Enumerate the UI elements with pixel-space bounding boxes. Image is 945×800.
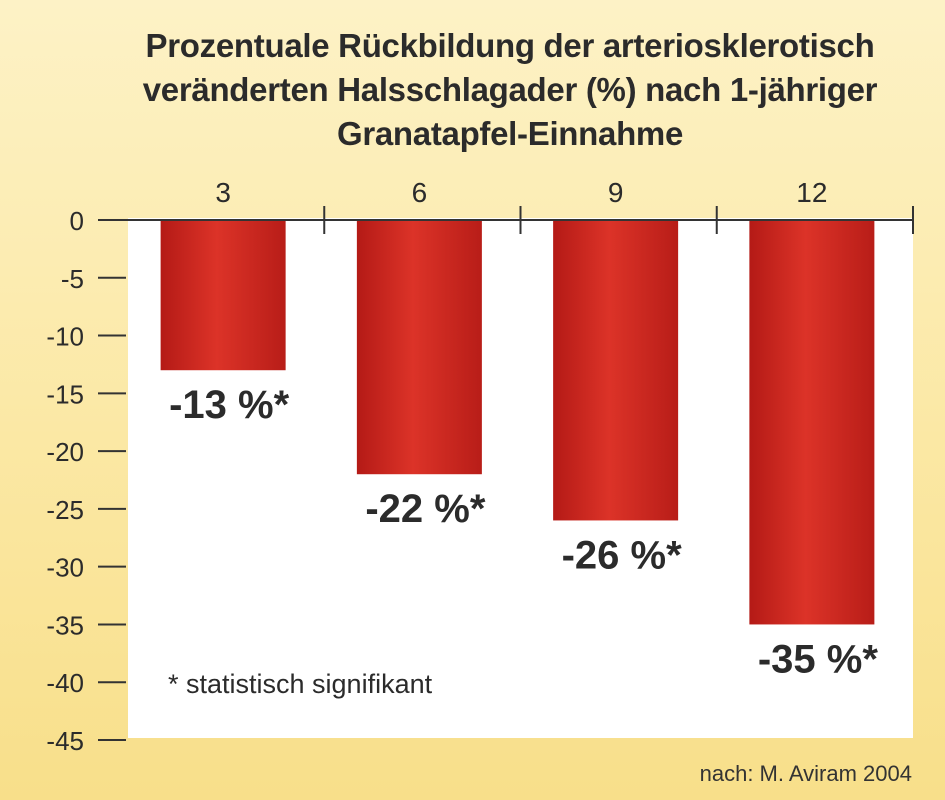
y-tick-label: -15	[46, 379, 84, 409]
y-tick-label: 0	[70, 206, 84, 236]
chart-title-line-3: Granatapfel-Einnahme	[336, 115, 684, 152]
x-category-label: 6	[412, 177, 428, 208]
bar	[356, 221, 482, 475]
bar	[553, 221, 679, 521]
source-note: nach: M. Aviram 2004	[700, 761, 912, 786]
y-tick-label: -40	[46, 668, 84, 698]
chart-title: Prozentuale Rückbildung der arterioskler…	[95, 24, 925, 156]
x-category-label: 9	[608, 177, 624, 208]
bar	[749, 221, 875, 625]
footnote: * statistisch signifikant	[168, 669, 433, 699]
y-tick-label: -45	[46, 726, 84, 756]
data-label: -13 %*	[169, 383, 289, 427]
bar	[160, 221, 286, 371]
y-tick-label: -35	[46, 610, 84, 640]
x-category-label: 12	[796, 177, 827, 208]
y-tick-label: -25	[46, 495, 84, 525]
chart-title-line-2: veränderten Halsschlagader (%) nach 1-jä…	[142, 71, 878, 108]
chart-title-line-1: Prozentuale Rückbildung der arterioskler…	[145, 27, 875, 64]
y-tick-label: -20	[46, 437, 84, 467]
data-label: -35 %*	[758, 637, 878, 681]
y-tick-label: -10	[46, 322, 84, 352]
y-tick-label: -5	[61, 264, 84, 294]
x-category-label: 3	[215, 177, 231, 208]
data-label: -26 %*	[562, 533, 682, 577]
y-tick-label: -30	[46, 553, 84, 583]
data-label: -22 %*	[365, 487, 485, 531]
